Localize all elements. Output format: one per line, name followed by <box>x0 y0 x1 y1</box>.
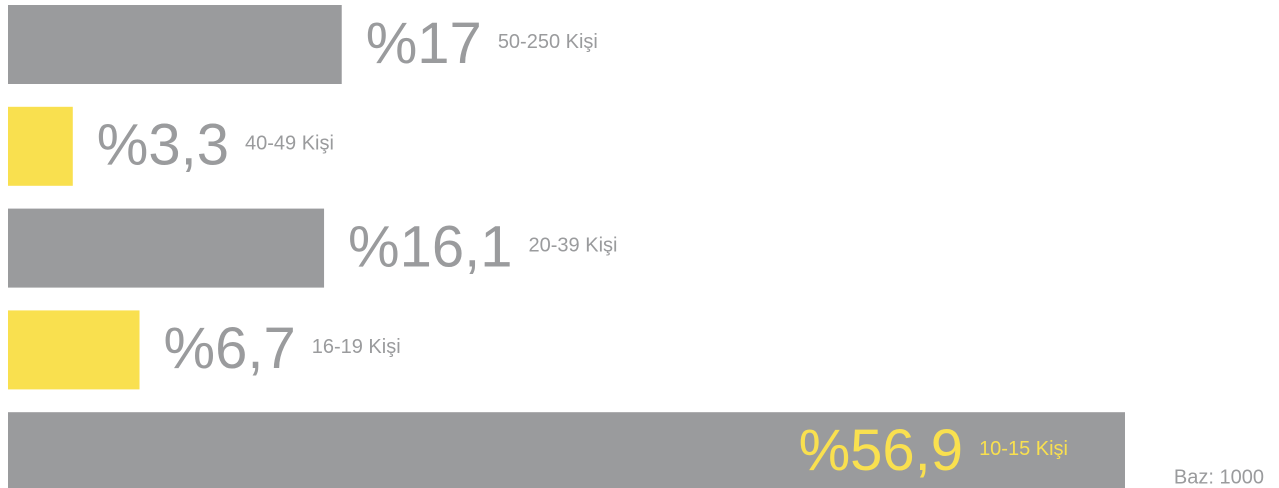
bar <box>8 5 342 84</box>
value-label: %56,9 <box>799 418 963 483</box>
category-label: 20-39 Kişi <box>529 234 618 256</box>
category-label: 16-19 Kişi <box>312 336 401 358</box>
category-label: 50-250 Kişi <box>498 31 598 53</box>
bar <box>8 412 1125 488</box>
bar <box>8 106 73 186</box>
value-label: %6,7 <box>164 316 296 381</box>
bar <box>8 310 140 390</box>
annotation: Baz: 1000 <box>1174 466 1264 488</box>
bar <box>8 208 325 288</box>
value-label: %17 <box>366 11 482 76</box>
category-label: 10-15 Kişi <box>979 438 1068 460</box>
category-label: 40-49 Kişi <box>245 133 334 155</box>
value-label: %3,3 <box>97 113 229 178</box>
value-label: %16,1 <box>348 214 512 279</box>
